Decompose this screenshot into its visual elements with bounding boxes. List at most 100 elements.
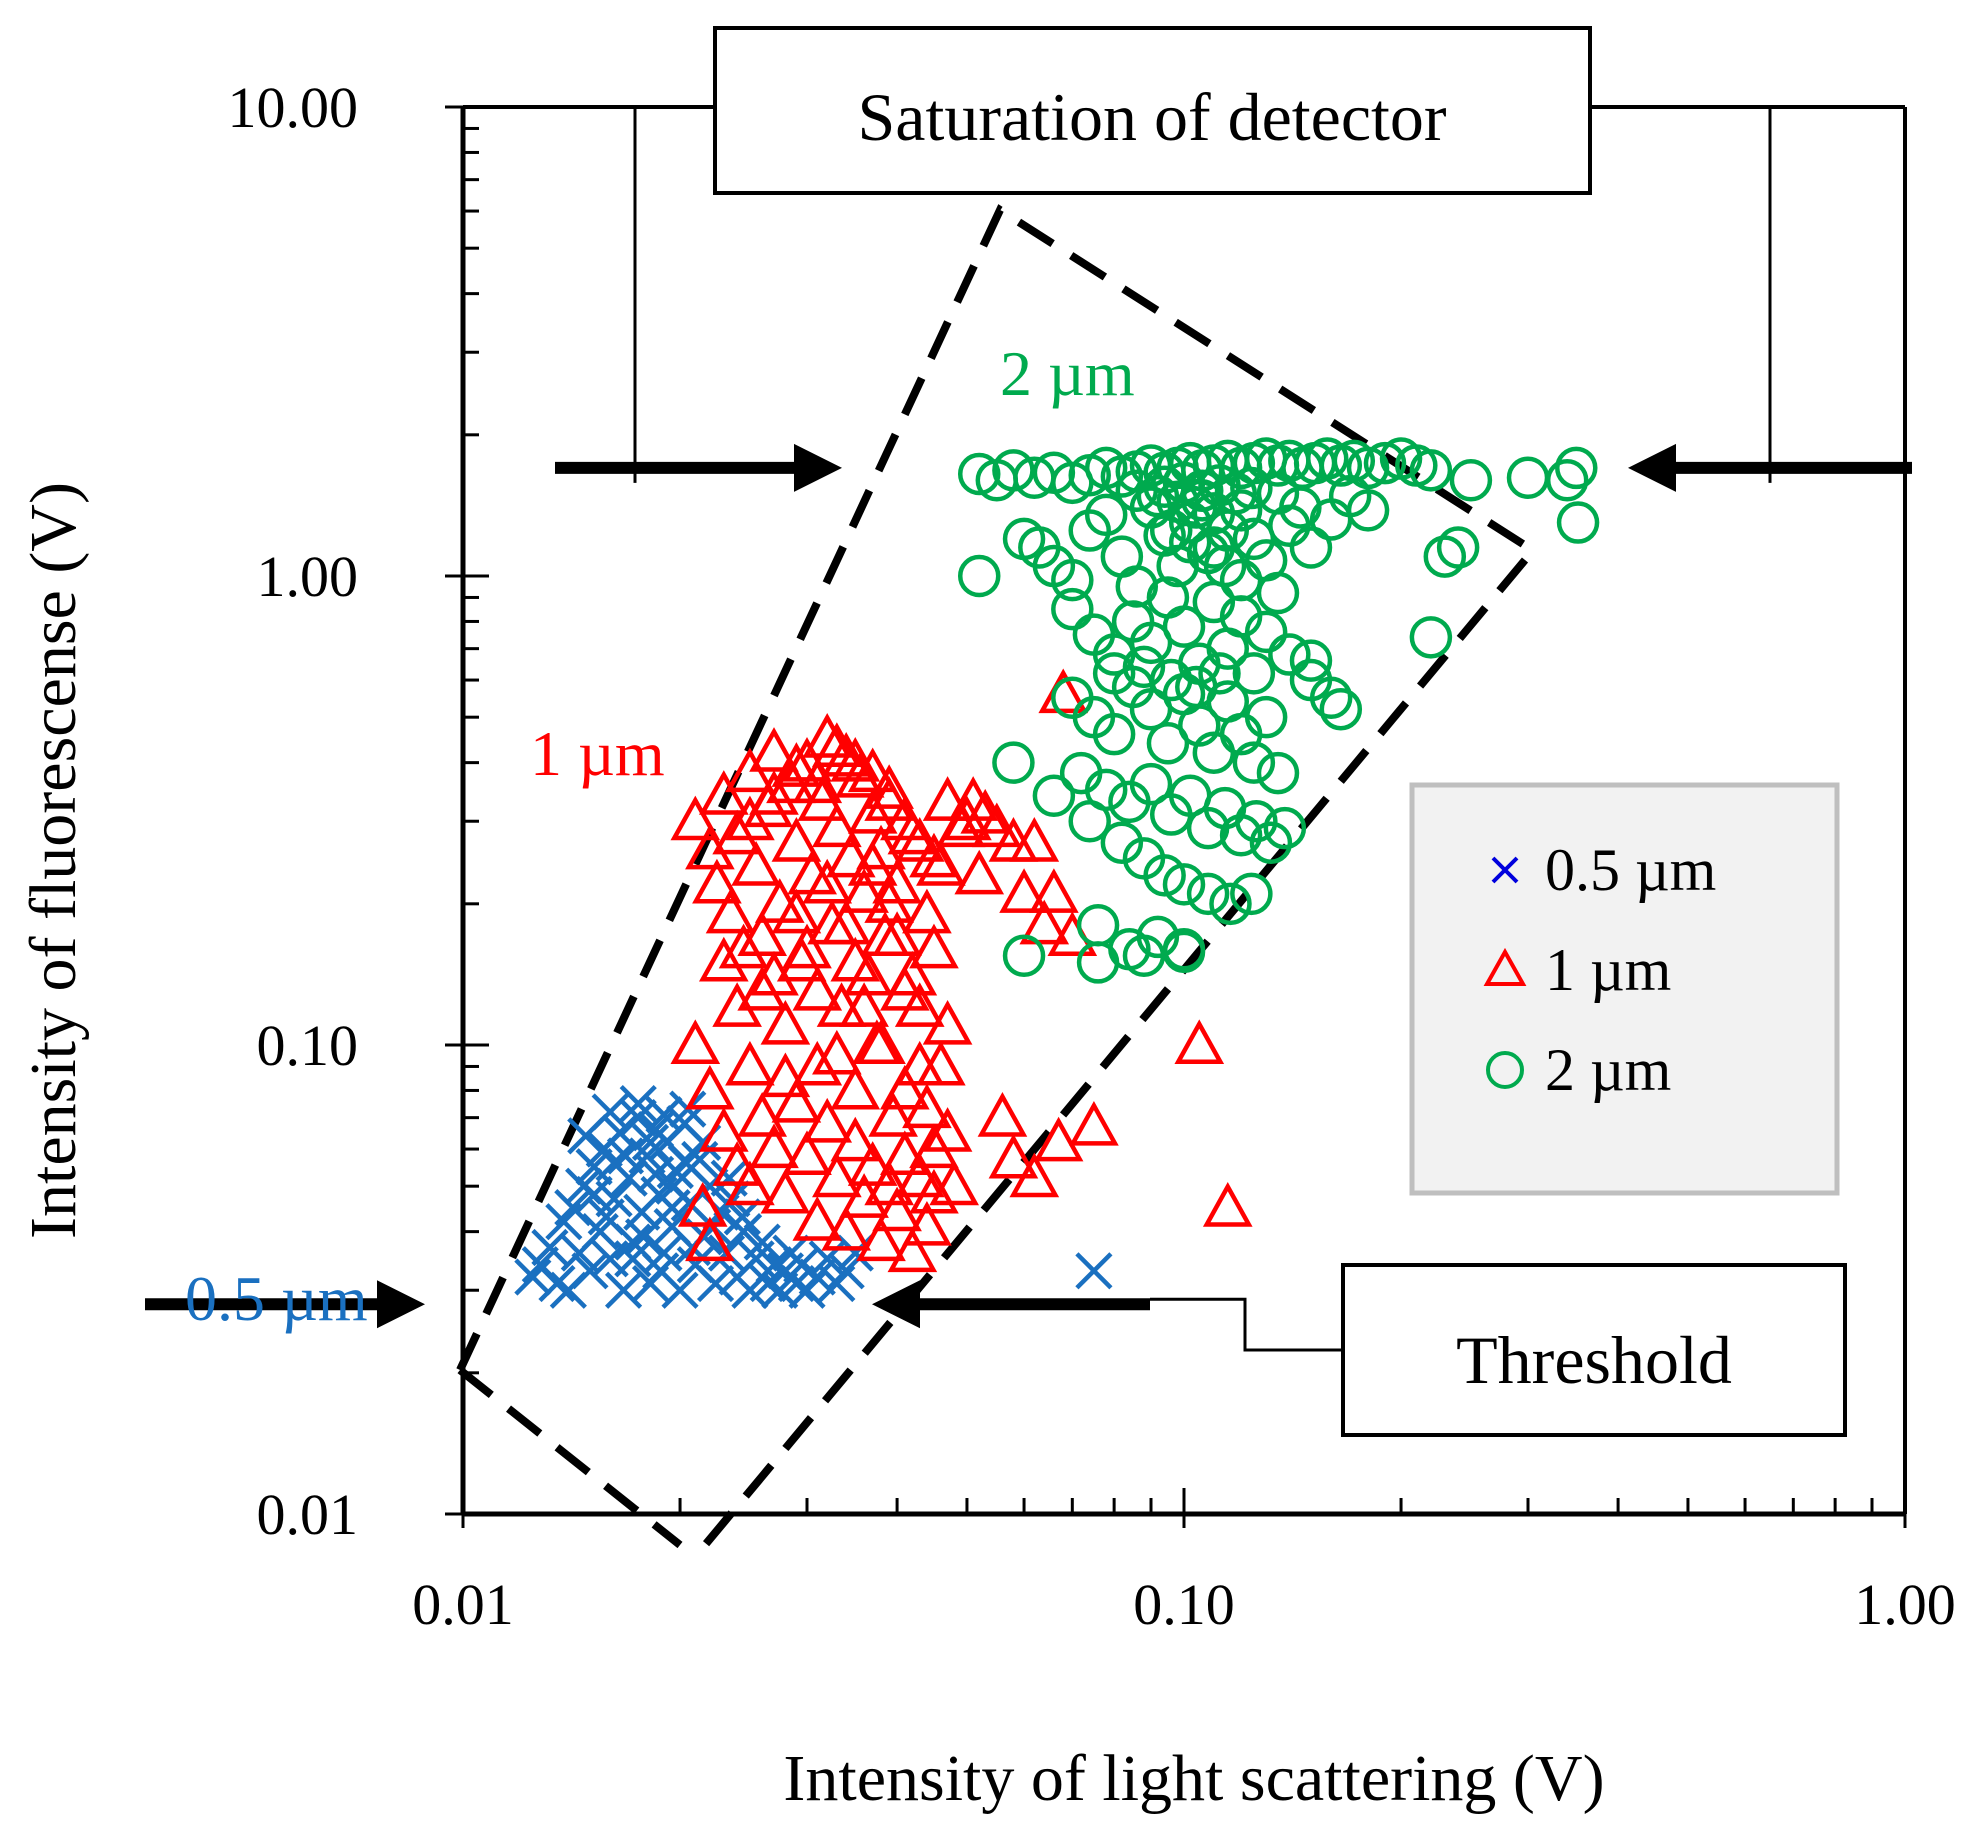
- saturation-connector-left: [633, 105, 715, 483]
- data-point: [798, 1258, 836, 1296]
- data-point: [1115, 565, 1159, 608]
- legend-marker-x: [1491, 856, 1519, 884]
- marker-stroke: [538, 1264, 576, 1303]
- legend: 0.5 µm 1 µm 2 µm: [1409, 782, 1840, 1196]
- data-point: [792, 758, 843, 804]
- legend-marker-triangle: [1483, 947, 1527, 986]
- data-point: [696, 1264, 735, 1303]
- data-point: [614, 1240, 652, 1278]
- data-point: [1268, 633, 1311, 676]
- data-point: [821, 1206, 872, 1251]
- data-point: [712, 809, 762, 855]
- data-point: [1084, 493, 1128, 537]
- threshold-connector: [1150, 1297, 1343, 1352]
- data-point: [1162, 605, 1206, 648]
- y-axis-title: Intensity of fluorescense (V): [17, 482, 90, 1239]
- marker-stroke: [743, 1223, 781, 1261]
- data-point: [909, 832, 959, 878]
- data-point: [1244, 610, 1288, 654]
- data-point: [1076, 941, 1120, 984]
- data-point: [531, 1228, 569, 1267]
- data-point: [1069, 1100, 1119, 1146]
- marker-stroke: [619, 1085, 657, 1123]
- data-point: [821, 899, 872, 945]
- data-point: [1219, 558, 1263, 602]
- data-point: [631, 1123, 670, 1161]
- data-point: [685, 1064, 735, 1110]
- x-axis-title: Intensity of light scattering (V): [783, 1742, 1604, 1815]
- data-point: [771, 888, 822, 934]
- marker-stroke: [642, 1252, 680, 1290]
- data-point: [830, 1116, 881, 1162]
- data-point: [619, 1085, 657, 1123]
- data-point: [1545, 459, 1589, 502]
- marker-stroke: [614, 1240, 652, 1278]
- data-point: [698, 936, 749, 982]
- data-point: [909, 923, 959, 969]
- x-tick-label: 1.00: [1854, 1572, 1956, 1637]
- data-point: [670, 795, 721, 841]
- data-point: [1232, 741, 1276, 784]
- marker-stroke: [696, 1264, 735, 1303]
- threshold-arrow-left-head: [377, 1280, 425, 1329]
- data-point: [1143, 854, 1186, 897]
- data-point: [1555, 446, 1598, 490]
- data-point: [902, 888, 952, 934]
- data-point: [1235, 799, 1278, 843]
- y-tick-label: 1.00: [257, 544, 359, 609]
- data-point: [839, 982, 889, 1027]
- data-point: [935, 802, 986, 848]
- data-point: [538, 1264, 576, 1303]
- data-point: [782, 923, 832, 969]
- marker-stroke: [1075, 1252, 1113, 1290]
- data-point: [902, 1200, 952, 1246]
- data-point: [792, 965, 843, 1011]
- data-point: [1029, 868, 1079, 913]
- data-point: [839, 1173, 889, 1218]
- data-point: [812, 1029, 862, 1075]
- data-point: [929, 1160, 979, 1206]
- data-point: [725, 1160, 775, 1206]
- data-point: [1209, 882, 1252, 926]
- data-point: [1219, 814, 1263, 857]
- marker-stroke: [655, 1167, 693, 1205]
- data-point: [737, 911, 788, 956]
- marker-stroke: [667, 1144, 705, 1182]
- data-point: [749, 770, 799, 815]
- data-point: [957, 452, 1001, 496]
- data-point: [1289, 658, 1333, 702]
- threshold-annotation-box: Threshold: [1341, 1263, 1847, 1437]
- marker-stroke: [606, 1137, 645, 1175]
- data-point: [1009, 1152, 1060, 1198]
- data-point: [825, 832, 876, 878]
- data-point: [1162, 461, 1206, 505]
- data-point: [749, 1123, 799, 1169]
- y-tick-label: 0.01: [257, 1482, 359, 1547]
- saturation-annotation-box: Saturation of detector: [713, 26, 1592, 195]
- data-point: [1175, 665, 1218, 709]
- marker-stroke: [645, 1096, 683, 1134]
- data-point: [743, 1223, 781, 1261]
- data-point: [839, 868, 889, 913]
- data-point: [1289, 526, 1333, 569]
- data-point: [1051, 587, 1094, 631]
- data-point: [760, 1052, 811, 1098]
- data-point: [782, 1130, 832, 1176]
- data-point: [606, 1137, 645, 1175]
- data-point: [725, 1040, 775, 1086]
- threshold-annotation-text: Threshold: [1456, 1322, 1732, 1398]
- data-point: [595, 1144, 633, 1182]
- data-point: [916, 1040, 966, 1086]
- data-point: [834, 752, 885, 798]
- marker-stroke: [595, 1180, 633, 1218]
- series-circle: [957, 437, 1600, 984]
- data-point: [1092, 712, 1136, 756]
- data-point: [1346, 489, 1390, 532]
- data-point: [847, 1141, 898, 1186]
- marker-stroke: [521, 1246, 559, 1284]
- dashed-boundary-bottom: [457, 1366, 683, 1549]
- dashed-boundary-lower: [701, 557, 1529, 1548]
- data-point: [1075, 1252, 1113, 1290]
- data-point: [624, 1218, 663, 1256]
